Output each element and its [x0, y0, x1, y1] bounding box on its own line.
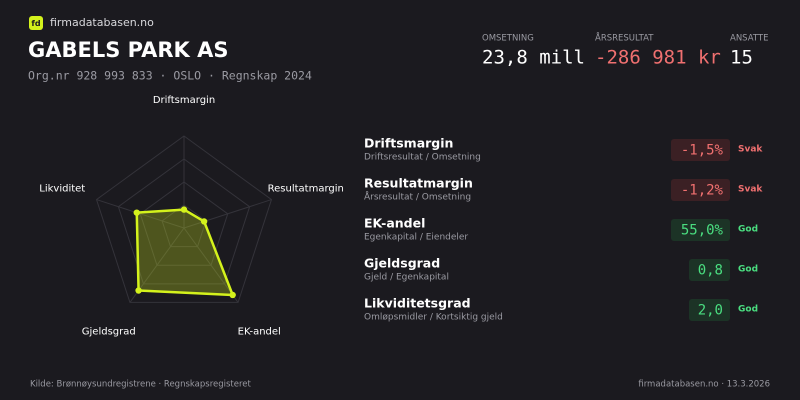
grid-ring: [161, 204, 207, 248]
metric-subtitle: Omløpsmidler / Kortsiktig gjeld: [364, 313, 503, 323]
axis-label: Resultatmargin: [268, 183, 344, 194]
metric-title: Driftsmargin: [364, 136, 453, 151]
stat-value: -286 981 kr: [595, 47, 721, 69]
metric-status: God: [738, 265, 758, 275]
stat-label: ANSATTE: [730, 34, 769, 44]
metric-status: God: [738, 225, 758, 235]
radar-point: [133, 209, 140, 216]
value-box: [671, 219, 730, 241]
stat-value: 15: [730, 47, 753, 69]
metric-value: 2,0: [698, 303, 723, 319]
value-box: [689, 259, 730, 281]
stat-label: ÅRSRESULTAT: [595, 32, 654, 44]
metric-title: Gjeldsgrad: [364, 256, 440, 271]
axis-label: Gjeldsgrad: [82, 327, 136, 338]
logo: fd: [31, 19, 40, 28]
axis-label: Driftsmargin: [153, 95, 215, 106]
footer-stamp: firmadatabasen.no · 13.3.2026: [638, 380, 770, 390]
logo-box: [29, 16, 43, 30]
metric-value: -1,2%: [681, 183, 724, 199]
meta: Org.nr 928 993 833 · OSLO · Regnskap 202…: [28, 69, 312, 83]
axis-spoke: [96, 199, 185, 229]
axis-spoke: [183, 227, 239, 303]
metric-value: 0,8: [698, 263, 723, 279]
radar-point: [180, 206, 188, 213]
value-box: [671, 179, 730, 201]
value-box: [671, 139, 730, 161]
company: GABELS PARK AS: [28, 38, 229, 62]
metric-subtitle: Gjeld / Egenkapital: [364, 273, 449, 283]
metric-subtitle: Årsresultat / Omsetning: [364, 191, 471, 203]
metric-subtitle: Egenkapital / Eiendeler: [364, 233, 468, 243]
radar-point: [135, 287, 142, 294]
metric-title: EK-andel: [364, 216, 425, 231]
radar-area: [135, 208, 234, 297]
brand: firmadatabasen.no: [50, 16, 154, 29]
metric-title: Likviditetsgrad: [364, 296, 471, 311]
metric-value: -1,5%: [681, 143, 724, 159]
grid-ring: [95, 135, 273, 303]
metric-value: 55,0%: [681, 223, 724, 239]
metric-status: Svak: [738, 145, 763, 155]
metric-status: Svak: [738, 185, 763, 195]
radar-point: [229, 291, 236, 299]
metric-subtitle: Driftsresultat / Omsetning: [364, 153, 481, 163]
metric-title: Resultatmargin: [364, 176, 473, 191]
grid-ring: [117, 158, 251, 285]
axis-spoke: [183, 199, 272, 229]
axis-label: EK-andel: [238, 327, 281, 338]
metric-status: God: [738, 305, 758, 315]
axis-label: Likviditet: [39, 183, 85, 194]
stat-value: 23,8 mill: [482, 47, 585, 69]
footer-source: Kilde: Brønnøysundregistrene · Regnskaps…: [30, 380, 252, 390]
value-box: [689, 299, 730, 321]
grid-ring: [139, 181, 229, 266]
radar-point: [200, 218, 208, 225]
stat-label: OMSETNING: [482, 34, 534, 44]
